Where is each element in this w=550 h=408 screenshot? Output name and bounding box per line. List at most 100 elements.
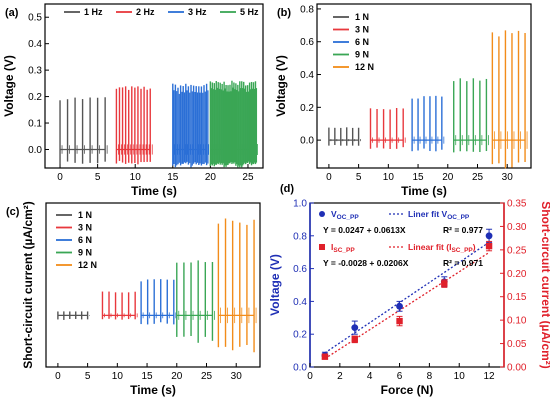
y-tick-label: 0.4 (300, 70, 314, 81)
x-tick-label: 5 (85, 371, 91, 382)
x-tick-label: 0 (55, 371, 61, 382)
series-12-n (491, 30, 528, 169)
panel-label: (d) (280, 183, 294, 195)
x-tick-label: 25 (242, 172, 254, 183)
x-axis-label: Time (s) (130, 383, 176, 397)
y-tick-label: 0.6 (293, 264, 307, 275)
x-axis-label: Time (s) (131, 184, 177, 198)
x-tick-label: 0 (57, 172, 63, 183)
legend-label: 9 N (78, 248, 92, 258)
y2-tick-label: 0.05 (507, 339, 527, 350)
y-tick-label: 0.3 (28, 66, 42, 77)
data-point (351, 336, 358, 343)
series-9-n (453, 78, 489, 153)
y2-tick-label: 0.10 (507, 316, 527, 327)
y2-tick-label: 0.35 (507, 199, 527, 210)
plot-frame-0 (44, 3, 264, 169)
x-tick-label: 5 (95, 172, 101, 183)
x-tick-label: 25 (201, 371, 213, 382)
fit-line (324, 251, 490, 360)
legend-marker (319, 211, 325, 217)
x-tick-label: 20 (171, 371, 183, 382)
data-point (396, 302, 403, 310)
x-tick-label: 8 (427, 371, 433, 382)
legend-label: 6 N (78, 235, 92, 245)
plot-frame-1 (316, 3, 532, 169)
x-tick-label: 12 (484, 371, 496, 382)
y-axis-label: Voltage (V) (274, 55, 288, 117)
data-point (485, 232, 493, 240)
series-6-n (140, 279, 177, 325)
x-tick-label: 20 (205, 172, 217, 183)
y-tick-label: 0.8 (293, 231, 307, 242)
x-tick-label: 2 (337, 371, 343, 382)
legend-label: 6 N (355, 37, 369, 47)
x-tick-label: 10 (454, 371, 466, 382)
y-axis-label: Voltage (V) (2, 55, 16, 117)
x-tick-label: 0 (326, 172, 332, 183)
series-6-n (411, 95, 445, 152)
fit-r2: R² = 0.971 (443, 258, 483, 268)
data-point (396, 317, 403, 325)
legend-label: 1 N (355, 12, 369, 22)
legend-label: ISC_PP (331, 242, 355, 254)
x-axis-label: Force (N) (381, 383, 434, 397)
legend-label: 12 N (78, 260, 97, 270)
legend-label: 5 Hz (240, 7, 259, 17)
y-tick-label: 0.4 (293, 297, 307, 308)
x-tick-label: 0 (307, 371, 313, 382)
series-1-n (57, 311, 91, 320)
series-v-oc_pp (321, 228, 493, 360)
x-tick-label: 6 (397, 371, 403, 382)
x-tick-label: 10 (130, 172, 142, 183)
x-tick-label: 15 (412, 172, 424, 183)
y-tick-label: 0.0 (300, 136, 314, 147)
legend-label: 3 Hz (188, 7, 207, 17)
data-point (485, 242, 493, 250)
y2-axis-label: Short-circuit current (µA/cm²) (539, 201, 550, 369)
x-tick-label: 30 (231, 371, 243, 382)
legend-label: Liner fit VOC_PP (408, 209, 470, 221)
y2-tick-label: 0.00 (507, 363, 527, 374)
y-axis-label: Voltage (V) (268, 254, 282, 316)
series-3-hz (172, 83, 210, 168)
data-point (321, 353, 329, 360)
legend-label: 12 N (355, 62, 374, 72)
series-5-hz (209, 80, 258, 168)
legend-label: 3 N (355, 25, 369, 35)
x-tick-label: 20 (442, 172, 454, 183)
legend-label: Linear fit (ISC_PP) (408, 242, 476, 254)
y-tick-label: 0.0 (293, 363, 307, 374)
x-tick-label: 25 (472, 172, 484, 183)
x-tick-label: 15 (167, 172, 179, 183)
series-3-n (369, 108, 406, 149)
series-12-n (217, 218, 257, 353)
y-tick-label: 0.1 (28, 119, 42, 130)
y-tick-label: 0.2 (300, 103, 314, 114)
fit-equation: Y = 0.0247 + 0.0613X (323, 225, 406, 235)
y-tick-label: 0.6 (300, 37, 314, 48)
y-tick-label: 0.2 (293, 330, 307, 341)
y-tick-label: 1.0 (293, 199, 307, 210)
y-tick-label: 0.2 (28, 92, 42, 103)
series-3-n (101, 291, 138, 320)
x-tick-label: 10 (383, 172, 395, 183)
legend-label: 1 N (78, 210, 92, 220)
legend-label: 3 N (78, 223, 92, 233)
series-i-sc_pp (321, 240, 493, 360)
series-9-n (176, 260, 215, 343)
x-tick-label: 4 (367, 371, 373, 382)
y2-tick-label: 0.25 (507, 245, 527, 256)
series-1-n (328, 127, 362, 146)
panel-label: (c) (6, 206, 20, 218)
x-axis-label: Time (s) (401, 184, 447, 198)
fit-equation: Y = -0.0028 + 0.0206X (323, 258, 409, 268)
x-tick-label: 10 (112, 371, 124, 382)
plot-frame-2 (45, 202, 261, 368)
y-tick-label: 0.4 (28, 39, 42, 50)
panel-label: (a) (5, 7, 19, 19)
y-tick-label: 0.0 (28, 145, 42, 156)
data-point (441, 280, 448, 287)
legend-label: 1 Hz (84, 7, 103, 17)
